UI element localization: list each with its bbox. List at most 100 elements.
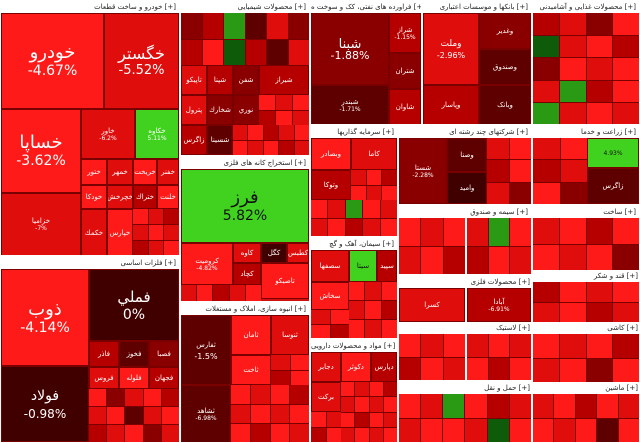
sector-refinery-header[interactable]: فراورده های نفتی، کک و سوخت ه [+] (311, 1, 421, 13)
tile-khsapa[interactable]: خساپا -3.62% (1, 109, 81, 193)
small-header-1[interactable]: محصولات فلزی [+] (399, 276, 531, 288)
sector-mining-header[interactable]: استخراج کانه های فلزی [+] (181, 157, 309, 169)
sector-basic-metals[interactable]: فلزات اساسی [+] ذوب -4.14% فملي 0% فولاد… (0, 256, 180, 443)
petro-small-tiles[interactable] (233, 125, 309, 155)
small-header-4[interactable]: ساخت [+] (533, 206, 639, 218)
tile-sita[interactable]: سپيد (377, 250, 397, 282)
tile-sashahed[interactable]: ثشاهد -6.98% (181, 385, 231, 442)
tile-vasna[interactable]: وصنا (447, 138, 487, 172)
small-header-2[interactable]: لاستیک [+] (399, 322, 531, 334)
sector-banks[interactable]: محصولات غذایی و آشامیدنی [+] (532, 0, 640, 125)
sector-banks-header[interactable]: محصولات غذایی و آشامیدنی [+] (533, 1, 639, 13)
tile-noori[interactable]: نوري (233, 95, 259, 125)
tile-sapid[interactable]: سيتا (349, 250, 377, 282)
mining-small-tiles[interactable] (181, 285, 261, 301)
tile-faraz[interactable]: فرز 5.82% (181, 169, 309, 243)
sector-petrochemical[interactable]: محصولات شیمیایی [+] تاپيكو شپنا شفن شيرا… (180, 0, 310, 156)
right-tiles-b[interactable] (533, 282, 639, 322)
tile-shpna[interactable]: شپنا (207, 65, 233, 95)
tile-shavan[interactable]: شاوان (389, 89, 421, 124)
small-header-3[interactable]: حمل و نقل [+] (399, 382, 531, 394)
tile-vabsader[interactable]: وبصادر (311, 138, 351, 170)
tile-khkaveh[interactable]: خكاوه 5.11% (135, 109, 179, 159)
small-header-5[interactable]: قند و شکر [+] (533, 270, 639, 282)
cement-small-tiles[interactable] (349, 282, 397, 338)
tile-fjahan[interactable]: فجهان (149, 367, 179, 389)
tile-vamellat[interactable]: وملت -2.96% (423, 13, 479, 85)
tile-foolad[interactable]: فولاد -0.98% (1, 366, 89, 442)
tile-kama[interactable]: كاما (351, 138, 397, 170)
sector-cement[interactable]: سیمان، آهک و گچ [+] سصفها سيتا سپيد سخاش (310, 237, 398, 339)
sector-pharma-header[interactable]: مواد و محصولات دارویی [+] (311, 340, 397, 352)
tile-vatuka[interactable]: وتوکا (311, 170, 351, 200)
tile-abada[interactable]: آبادا -6.91% (467, 288, 531, 322)
tile-khcharkhesh[interactable]: خچرخش (107, 185, 133, 209)
tile-fazar[interactable]: فاذر (89, 341, 119, 367)
sector-multi[interactable]: شرکتهای چند رشته ای [+] شستا -2.28% وصنا… (398, 125, 532, 205)
cement-small-tiles-2[interactable] (311, 310, 349, 338)
sector-pharma[interactable]: مواد و محصولات دارویی [+] دجابر دكوثر دپ… (310, 339, 398, 443)
tile-fsaba[interactable]: فصبا (149, 341, 179, 367)
tile-shtran[interactable]: شتران (389, 53, 421, 89)
util-tiles[interactable] (533, 138, 587, 204)
tile-khgostar[interactable]: خگستر -5.52% (104, 13, 179, 109)
tile-flooleh[interactable]: فلوله (119, 367, 149, 389)
tile-petrol[interactable]: پترول (181, 95, 207, 125)
right-tiles-d[interactable] (533, 394, 639, 442)
tile-kchad[interactable]: کچاد (233, 263, 261, 285)
sector-utilities-header[interactable]: زراعت و خدما [+] (533, 126, 639, 138)
tile-kromit[interactable]: کروميت -4.82% (181, 243, 233, 285)
tile-zagros[interactable]: زاگرس (181, 125, 207, 155)
tile-sanousa[interactable]: ثنوسا (271, 315, 309, 355)
misc-tiles-c[interactable] (399, 334, 465, 380)
sector-investments[interactable]: سرمایه گذاریها [+] وبصادر كاما وتوکا (310, 125, 398, 237)
tile-khlent[interactable]: خلنت (157, 185, 179, 209)
sector-misc[interactable]: سیمه و صندوق [+] محصولات فلزی [+] آبادا … (398, 205, 532, 443)
tile-green-util[interactable]: 4.93% (587, 138, 639, 168)
sector-multi-header[interactable]: شرکتهای چند رشته ای [+] (399, 126, 531, 138)
pharma-small-tiles[interactable] (341, 382, 397, 442)
tile-sesfaha[interactable]: سصفها (311, 250, 349, 282)
misc-tiles-b[interactable] (467, 218, 531, 274)
sector-cement-header[interactable]: سیمان، آهک و گچ [+] (311, 238, 397, 250)
petro-small-tiles-2[interactable] (259, 95, 309, 125)
petro-top-tiles[interactable] (181, 13, 309, 65)
tile-shabandar[interactable]: شبندر -1.71% (311, 85, 389, 124)
tile-ktabas[interactable]: كطبس (287, 243, 309, 263)
tile-zob[interactable]: ذوب -4.14% (1, 269, 89, 366)
tile-shiraz[interactable]: شيراز (259, 65, 309, 95)
tile-fameli[interactable]: فملي 0% (89, 269, 179, 341)
tile-khfanar[interactable]: خفنر (157, 159, 179, 185)
invest-small-tiles[interactable] (311, 200, 397, 236)
tile-tasico[interactable]: تاصيكو (261, 263, 309, 299)
tile-khpars[interactable]: خپارس (107, 209, 133, 255)
tile-shsina[interactable]: شسينا (207, 125, 233, 155)
right-tiles-a[interactable] (533, 218, 639, 270)
sector-petrochemical-header[interactable]: محصولات شیمیایی [+] (181, 1, 309, 13)
tile-sakht[interactable]: ثاخت (231, 355, 271, 385)
tile-dejaber[interactable]: دجابر (311, 352, 341, 382)
sector-refinery[interactable]: فراورده های نفتی، کک و سوخت ه [+] شبنا -… (310, 0, 422, 125)
sector-utilities[interactable]: زراعت و خدما [+] 4.93% زاگرس (532, 125, 640, 205)
tile-khtrak[interactable]: ختراك (133, 185, 157, 209)
tile-sakhash[interactable]: سخاش (311, 282, 349, 310)
tile-dkosar[interactable]: دكوثر (341, 352, 371, 382)
tile-kgol[interactable]: کگل (261, 243, 287, 263)
tile-shraz[interactable]: شراز -1.15% (389, 13, 421, 53)
tile-fkhouz[interactable]: فخوز (119, 341, 149, 367)
sector-basic-metals-header[interactable]: فلزات اساسی [+] (1, 257, 179, 269)
banks-tiles[interactable] (533, 13, 639, 124)
tile-barekat[interactable]: برکت (311, 382, 341, 412)
tile-khodro[interactable]: خودرو -4.67% (1, 13, 104, 109)
sector-right-misc[interactable]: ساخت [+] قند و شکر [+] کاشی [+] ماشین [+… (532, 205, 640, 443)
misc-tiles-d[interactable] (467, 334, 531, 380)
pharma-small-tiles-2[interactable] (311, 412, 341, 442)
sector-investment-header[interactable]: بانکها و موسسات اعتباری [+] (423, 1, 531, 13)
tile-akhaber[interactable]: ثفارس -1.5% (181, 315, 231, 385)
tile-vabank[interactable]: وپاسار (423, 85, 479, 124)
tile-khkomak[interactable]: خكمك (81, 209, 107, 255)
tile-fros[interactable]: فروس (89, 367, 119, 389)
tile-tapico[interactable]: تاپيكو (181, 65, 207, 95)
telecom-small-tiles[interactable] (231, 385, 309, 442)
sector-investment[interactable]: بانکها و موسسات اعتباری [+] وملت -2.96% … (422, 0, 532, 125)
